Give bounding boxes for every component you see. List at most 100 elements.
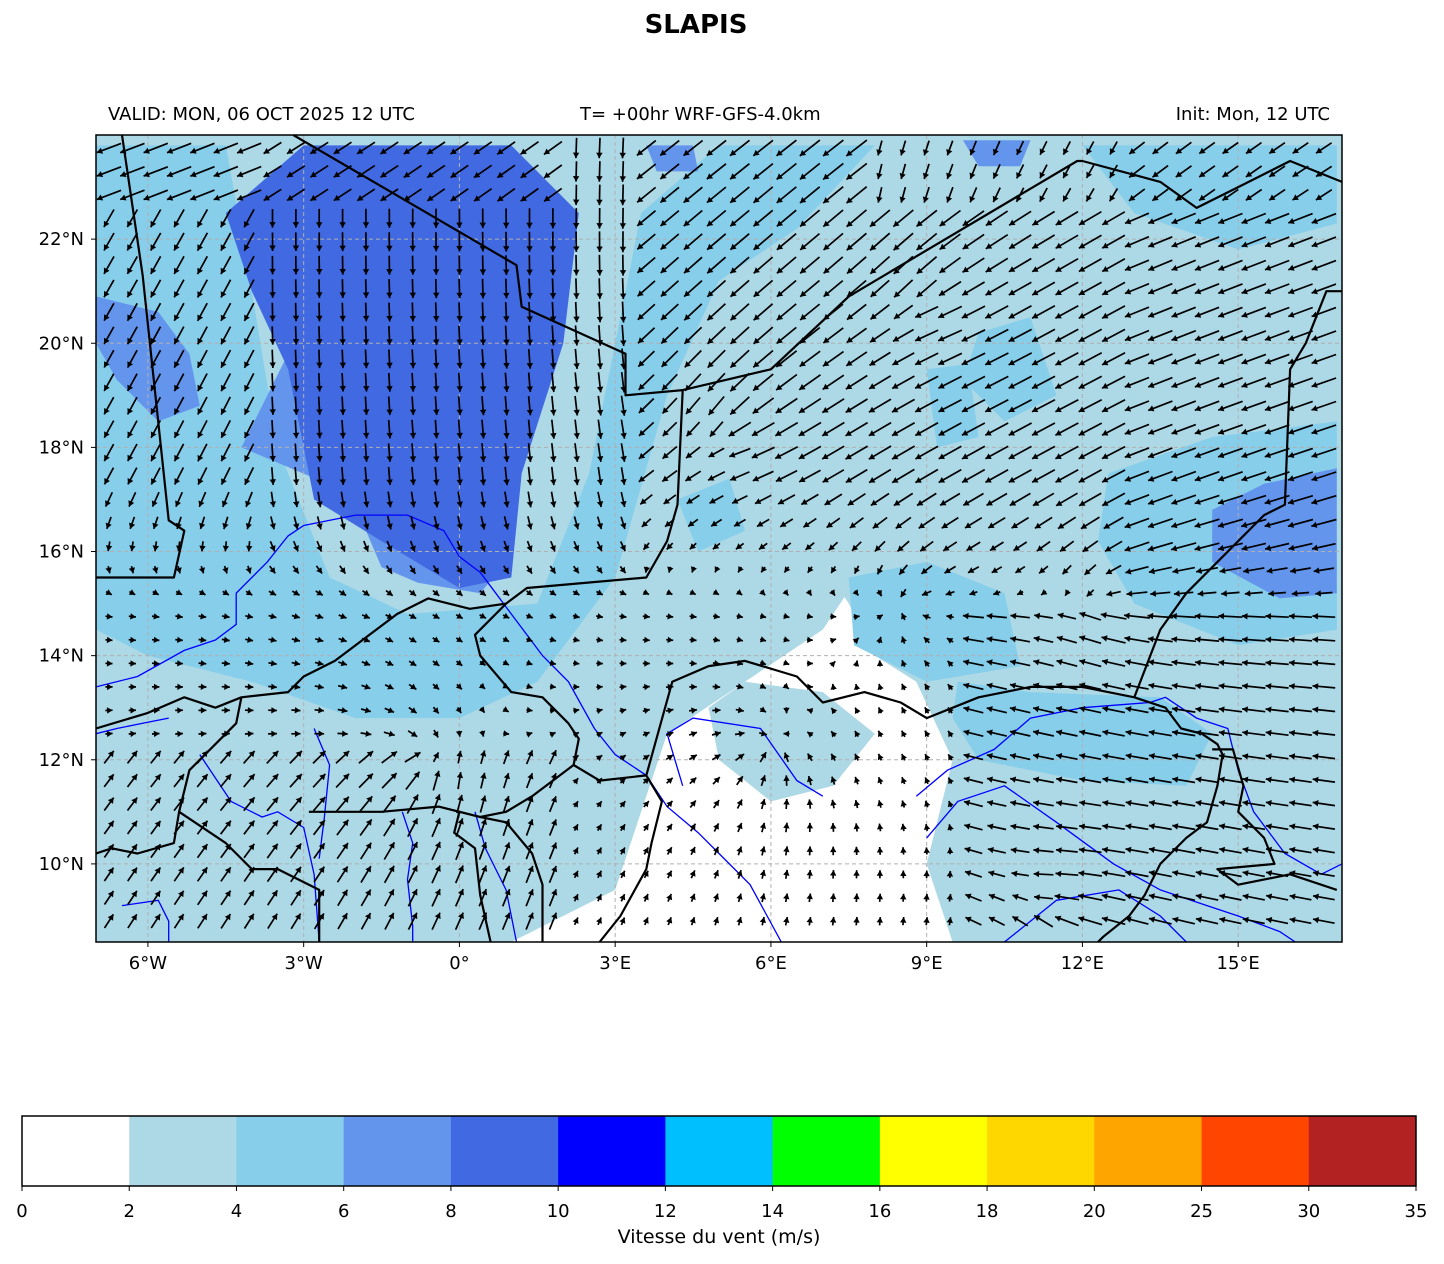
wind-vector [1194,470,1220,482]
wind-vector [356,188,376,202]
wind-vector [1198,188,1216,202]
wind-vector [1241,259,1267,271]
wind-vector [383,818,396,837]
wind-vector [337,889,349,907]
wind-vector [150,467,161,485]
wind-vector [799,162,821,181]
wind-vector [103,279,115,298]
wind-vector [103,773,115,788]
wind-vector [1242,776,1266,784]
wind-vector [339,349,346,369]
wind-vector [549,540,556,552]
wind-vector [714,566,721,573]
wind-vector [1171,259,1197,271]
wind-vector [151,707,160,714]
wind-vector [244,660,254,667]
wind-vector [1016,589,1024,596]
wind-vector [316,232,323,252]
wind-vector [734,753,745,762]
wind-vector [1240,518,1267,528]
wind-vector [1124,235,1150,248]
wind-vector [103,373,115,392]
wind-vector [1102,729,1125,737]
wind-vector [685,396,701,415]
wind-vector [221,707,230,714]
wind-vector [891,375,915,390]
wind-vector [806,799,814,809]
wind-vector [923,636,931,644]
wind-vector [103,820,115,835]
wind-vector [362,589,370,597]
wind-vector [660,280,680,298]
wind-vector [984,468,1009,484]
wind-vector [152,589,160,596]
wind-vector [1241,636,1266,643]
wind-vector [961,305,986,319]
wind-vector [549,301,557,323]
wind-vector [573,443,580,463]
wind-vector [386,419,393,439]
wind-vector [706,139,727,157]
wind-vector [799,279,821,298]
wind-vector [473,164,493,179]
wind-vector [502,565,510,575]
wind-vector [455,613,464,620]
wind-vector [1287,212,1313,224]
wind-vector [1194,376,1220,388]
wind-vector [967,565,980,574]
wind-vector [198,565,205,574]
wind-vector [386,255,393,275]
wind-vector [336,819,350,836]
wind-vector [1056,682,1078,691]
wind-vector [1217,259,1243,271]
wind-vector [991,566,1003,574]
wind-vector [105,683,113,691]
wind-vector [1009,706,1031,714]
wind-vector [775,397,798,414]
wind-vector [688,731,698,738]
wind-vector [1015,187,1025,203]
wind-vector [1288,636,1313,643]
wind-vector [360,707,372,714]
wind-vector [946,163,954,180]
wind-vector [246,541,253,552]
wind-vector [1147,400,1173,412]
wind-vector [924,753,931,761]
wind-vector [938,280,962,297]
wind-vector [1009,682,1031,691]
wind-vector [1287,353,1313,365]
wind-vector [548,749,557,765]
wind-vector [245,491,253,508]
wind-vector [619,541,626,552]
wind-vector [961,375,986,389]
wind-vector [1101,234,1126,249]
wind-vector [520,164,539,179]
wind-vector [105,730,113,738]
wind-vector [1265,846,1289,854]
wind-vector [269,279,276,298]
wind-vector [289,819,303,836]
wind-vector [173,750,185,764]
wind-vector [666,777,674,784]
wind-vector [752,186,774,204]
wind-speed-region [1212,468,1337,599]
wind-vector [1148,870,1172,878]
wind-vector [1010,612,1030,620]
wind-vector [573,348,580,369]
wind-vector [636,233,656,250]
wind-vector [479,565,486,575]
wind-vector [316,302,323,322]
wind-vector [1101,328,1126,343]
wind-vector [549,683,556,690]
wind-vector [636,186,657,204]
colorbar-swatch [236,1116,345,1186]
wind-vector [243,302,255,322]
wind-vector [243,419,255,439]
wind-vector [1031,445,1056,460]
wind-vector [1218,706,1243,713]
wind-vector [1125,870,1149,878]
wind-vector [150,843,162,859]
wind-vector [689,870,696,879]
wind-vector [503,516,510,530]
